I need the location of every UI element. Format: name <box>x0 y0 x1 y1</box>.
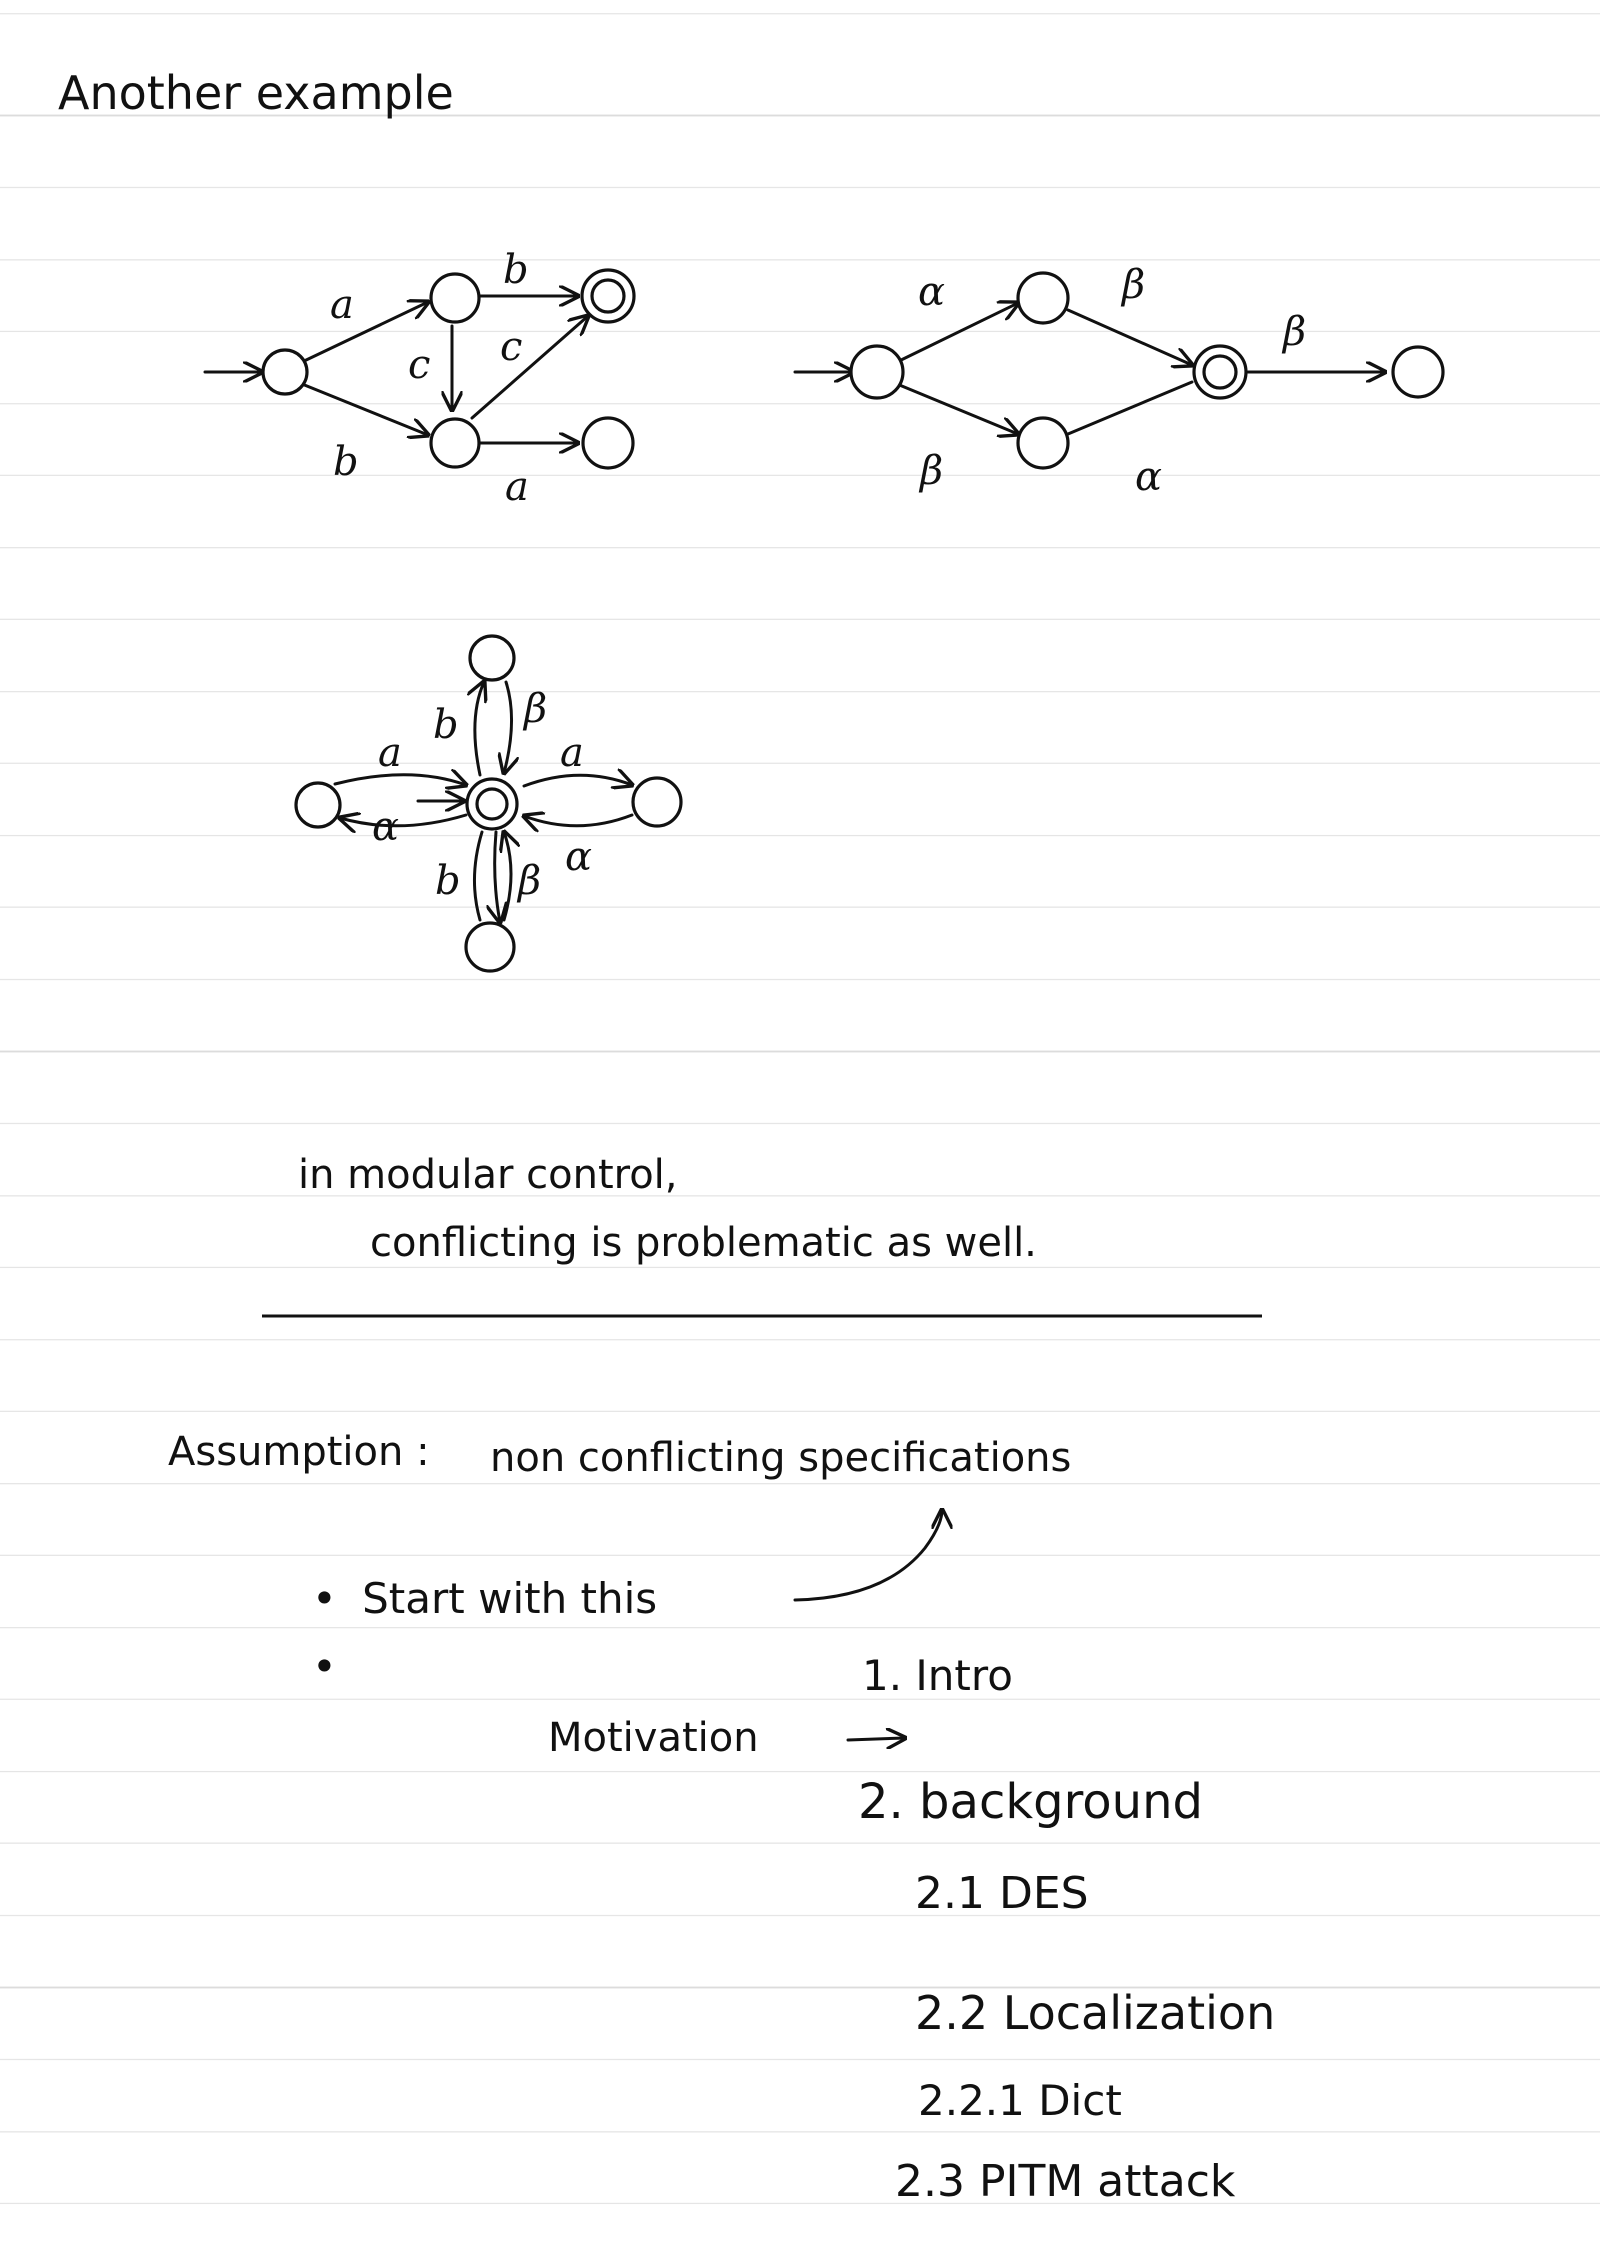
edge-label: a <box>505 464 529 510</box>
bullet-text: Start with this <box>362 1574 658 1623</box>
bullet-item: • <box>312 1646 337 1688</box>
state-node <box>464 921 516 973</box>
remark-line-2: conflicting is problematic as well. <box>370 1220 1037 1266</box>
state-node <box>631 776 683 828</box>
edge-label: c <box>500 324 522 370</box>
bullet-dot: • <box>312 1642 337 1691</box>
automaton-diagram-3: a b β a α b β α <box>294 634 683 973</box>
state-node <box>849 344 905 400</box>
edge-label: c <box>408 342 430 388</box>
assumption-label: Assumption : <box>168 1429 430 1475</box>
pointer-arrow <box>793 1510 942 1602</box>
edge-b <box>475 682 484 777</box>
outline-item: 2. background <box>858 1774 1203 1830</box>
edge-alpha <box>895 303 1018 364</box>
edge-label: β <box>1281 309 1306 355</box>
edge-b <box>473 830 484 922</box>
outline-item: 2.3 PITM attack <box>895 2156 1236 2207</box>
automaton-diagram-1: a b c c b a <box>203 247 636 510</box>
edge-label: α <box>565 834 592 880</box>
edge-alpha <box>340 815 468 826</box>
bullet-item: • Start with this <box>312 1578 657 1620</box>
edge-b <box>300 382 428 435</box>
state-node <box>294 781 342 829</box>
edge-label: β <box>522 686 547 732</box>
state-node <box>1391 345 1445 399</box>
accepting-state-inner-ring <box>1202 354 1238 390</box>
automaton-diagram-2: α β β β α <box>793 262 1445 500</box>
edge-label: a <box>378 730 402 776</box>
edge-label: β <box>516 858 541 904</box>
outline-item: 2.1 DES <box>915 1868 1089 1919</box>
state-node <box>1016 271 1070 325</box>
motivation-arrow <box>846 1738 905 1740</box>
edge-label: α <box>372 804 399 850</box>
accepting-state-inner-ring <box>475 787 509 821</box>
page-title: Another example <box>58 66 454 120</box>
bullet-dot: • <box>312 1574 337 1623</box>
edge-label: b <box>433 702 459 748</box>
state-node <box>581 416 635 470</box>
edge-beta <box>895 382 1018 434</box>
edge-c <box>470 316 588 420</box>
state-node <box>1016 416 1070 470</box>
edge-label: β <box>918 448 943 494</box>
state-node <box>429 272 481 324</box>
edge <box>495 830 500 922</box>
edge-label: a <box>330 282 354 328</box>
accepting-state-inner-ring <box>590 278 626 314</box>
remark-line-1: in modular control, <box>298 1152 678 1198</box>
motivation-label: Motivation <box>548 1715 759 1761</box>
edge-a <box>333 775 466 785</box>
outline-item: 2.2.1 Dict <box>918 2076 1122 2125</box>
state-node <box>261 348 309 396</box>
edge-label: a <box>560 730 584 776</box>
edge-beta <box>504 832 511 922</box>
edge-a <box>522 775 632 786</box>
state-node <box>429 417 481 469</box>
edge-label: b <box>503 247 529 293</box>
outline-item: 2.2 Localization <box>915 1986 1276 2040</box>
edge-label: α <box>918 269 945 315</box>
state-node <box>468 634 516 682</box>
assumption-text: non conflicting specifications <box>490 1435 1072 1481</box>
edge-label: b <box>333 439 359 485</box>
edge-beta <box>504 680 512 773</box>
edge-a <box>300 302 428 364</box>
edge-label: b <box>435 858 461 904</box>
edge-beta <box>1066 308 1192 365</box>
outline-item: 1. Intro <box>862 1651 1013 1700</box>
edge-alpha <box>524 815 634 826</box>
edge-label: α <box>1135 454 1162 500</box>
edge-alpha <box>1066 380 1194 436</box>
edge-label: β <box>1120 262 1145 308</box>
